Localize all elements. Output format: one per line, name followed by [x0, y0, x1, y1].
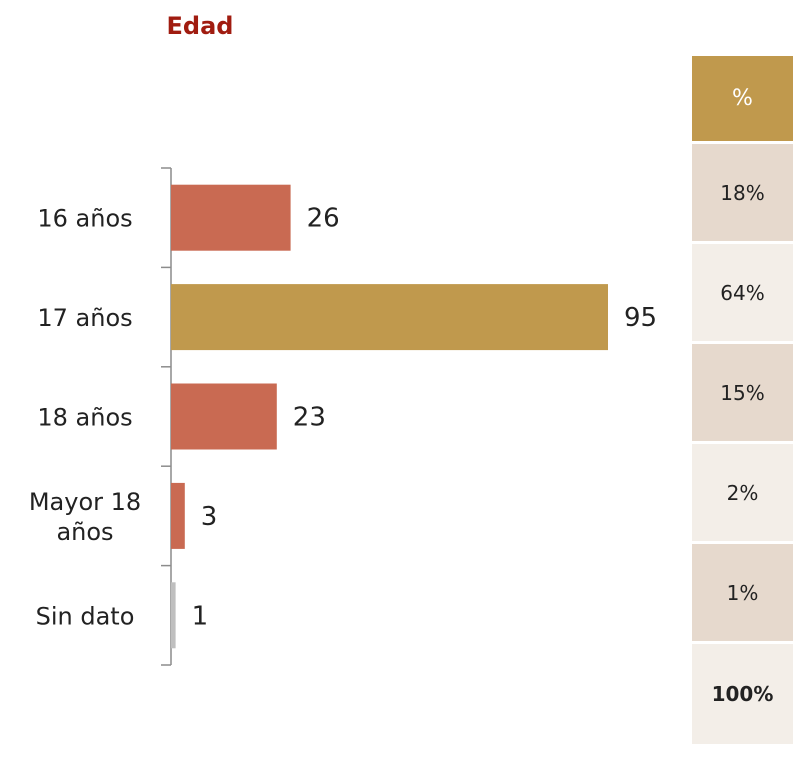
percentage-cell: 2%: [692, 444, 793, 544]
category-label: 16 años: [37, 205, 132, 233]
data-label: 3: [201, 502, 218, 532]
bar: [171, 284, 608, 351]
chart-title: Edad: [166, 12, 234, 40]
data-label: 95: [624, 303, 657, 333]
percentage-header: %: [692, 56, 793, 144]
percentage-cell: 18%: [692, 144, 793, 244]
category-label: 17 años: [37, 304, 132, 332]
percentage-cell: 15%: [692, 344, 793, 444]
category-label: Sin dato: [36, 602, 135, 630]
category-label: Mayor 18 años: [29, 488, 141, 546]
percentage-cell: 64%: [692, 244, 793, 344]
percentage-cell: 1%: [692, 544, 793, 644]
bar: [171, 582, 176, 649]
bar: [171, 383, 277, 450]
data-label: 26: [307, 204, 340, 234]
data-label: 23: [293, 403, 326, 433]
percentage-table: % 18% 64% 15% 2% 1% 100%: [692, 56, 793, 744]
category-label: 18 años: [37, 404, 132, 432]
data-label: 1: [192, 601, 209, 631]
percentage-total: 100%: [692, 644, 793, 744]
bar-chart: 26 16 años 95 17 años 23 18 años 3 Mayor 18 años…: [29, 167, 657, 666]
bar: [171, 184, 291, 251]
bar: [171, 482, 185, 549]
